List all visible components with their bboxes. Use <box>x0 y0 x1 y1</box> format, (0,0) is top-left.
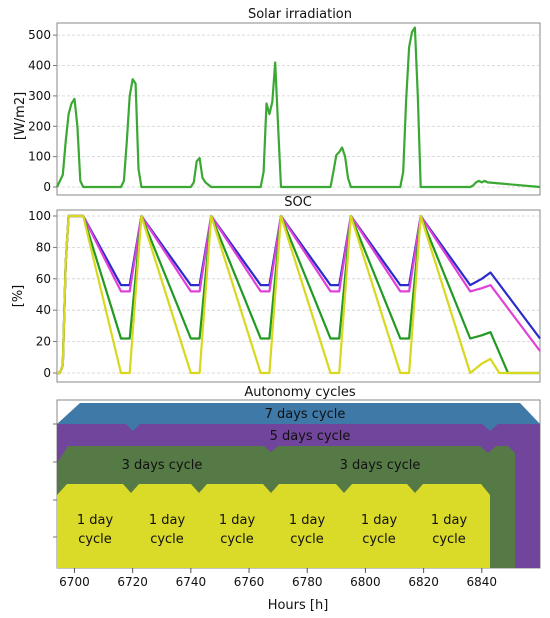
solar-ylabel: [W/m2] <box>13 92 28 140</box>
day-cycle-label: cycle <box>362 532 396 547</box>
day-cycle-label: cycle <box>290 532 324 547</box>
band-7-days-label: 7 days cycle <box>265 407 346 422</box>
day-cycle-label: cycle <box>220 532 254 547</box>
x-tick-label: 6840 <box>467 575 498 589</box>
day-cycle-label: 1 day <box>289 513 326 528</box>
solar-series-line-0 <box>56 26 541 189</box>
solar-ytick-label: 400 <box>28 59 51 73</box>
solar-ytick-label: 100 <box>28 150 51 164</box>
x-tick-label: 6760 <box>234 575 265 589</box>
day-cycle-label: 1 day <box>149 513 186 528</box>
x-axis-label: Hours [h] <box>268 598 329 613</box>
soc-title: SOC <box>284 195 312 210</box>
x-tick-label: 6700 <box>59 575 90 589</box>
soc-lines <box>57 214 541 375</box>
soc-ytick-label: 100 <box>28 209 51 223</box>
soc-ytick-label: 20 <box>36 335 51 349</box>
day-cycle-label: 1 day <box>361 513 398 528</box>
x-tick-label: 6780 <box>292 575 323 589</box>
panel-solar: Solar irradiation 0 100 200 300 400 500 [W/m2… <box>13 7 541 196</box>
panel-soc: SOC 0 20 40 60 80 100 [%] <box>11 195 541 383</box>
x-tick-label: 6740 <box>176 575 207 589</box>
soc-ytick-label: 80 <box>36 240 51 254</box>
day-cycle-label: 1 day <box>431 513 468 528</box>
day-cycle-label: 1 day <box>219 513 256 528</box>
soc-yticks: 0 20 40 60 80 100 <box>28 209 57 380</box>
soc-series-line-3 <box>57 214 540 375</box>
x-tick-label: 6720 <box>117 575 148 589</box>
soc-ytick-label: 40 <box>36 303 51 317</box>
band-1-day <box>57 484 490 568</box>
band-3-days-b-label: 3 days cycle <box>340 458 421 473</box>
soc-ytick-label: 60 <box>36 272 51 286</box>
day-cycle-label: cycle <box>150 532 184 547</box>
solar-ytick-label: 500 <box>28 28 51 42</box>
band-3-days-a-label: 3 days cycle <box>122 458 203 473</box>
x-ticks: 6700 6720 6740 6760 6780 6800 6820 6840 <box>59 568 497 589</box>
band-5-days-label: 5 days cycle <box>270 429 351 444</box>
solar-ytick-label: 300 <box>28 89 51 103</box>
solar-ytick-label: 200 <box>28 119 51 133</box>
panel-autonomy: Autonomy cycles 7 days cycle 5 days cycl… <box>53 385 541 613</box>
x-tick-label: 6800 <box>350 575 381 589</box>
day-cycle-label: cycle <box>432 532 466 547</box>
day-cycle-label: cycle <box>78 532 112 547</box>
solar-ytick-label: 0 <box>43 180 51 194</box>
solar-lines <box>56 26 541 189</box>
solar-yticks: 0 100 200 300 400 500 <box>28 28 57 194</box>
soc-ytick-label: 0 <box>43 366 51 380</box>
autonomy-title: Autonomy cycles <box>244 385 355 400</box>
soc-ylabel: [%] <box>11 285 26 308</box>
autonomy-left-ticks <box>53 423 57 538</box>
day-cycle-label: 1 day <box>77 513 114 528</box>
solar-title: Solar irradiation <box>248 7 352 22</box>
soc-plot-area <box>56 209 541 383</box>
x-tick-label: 6820 <box>408 575 439 589</box>
